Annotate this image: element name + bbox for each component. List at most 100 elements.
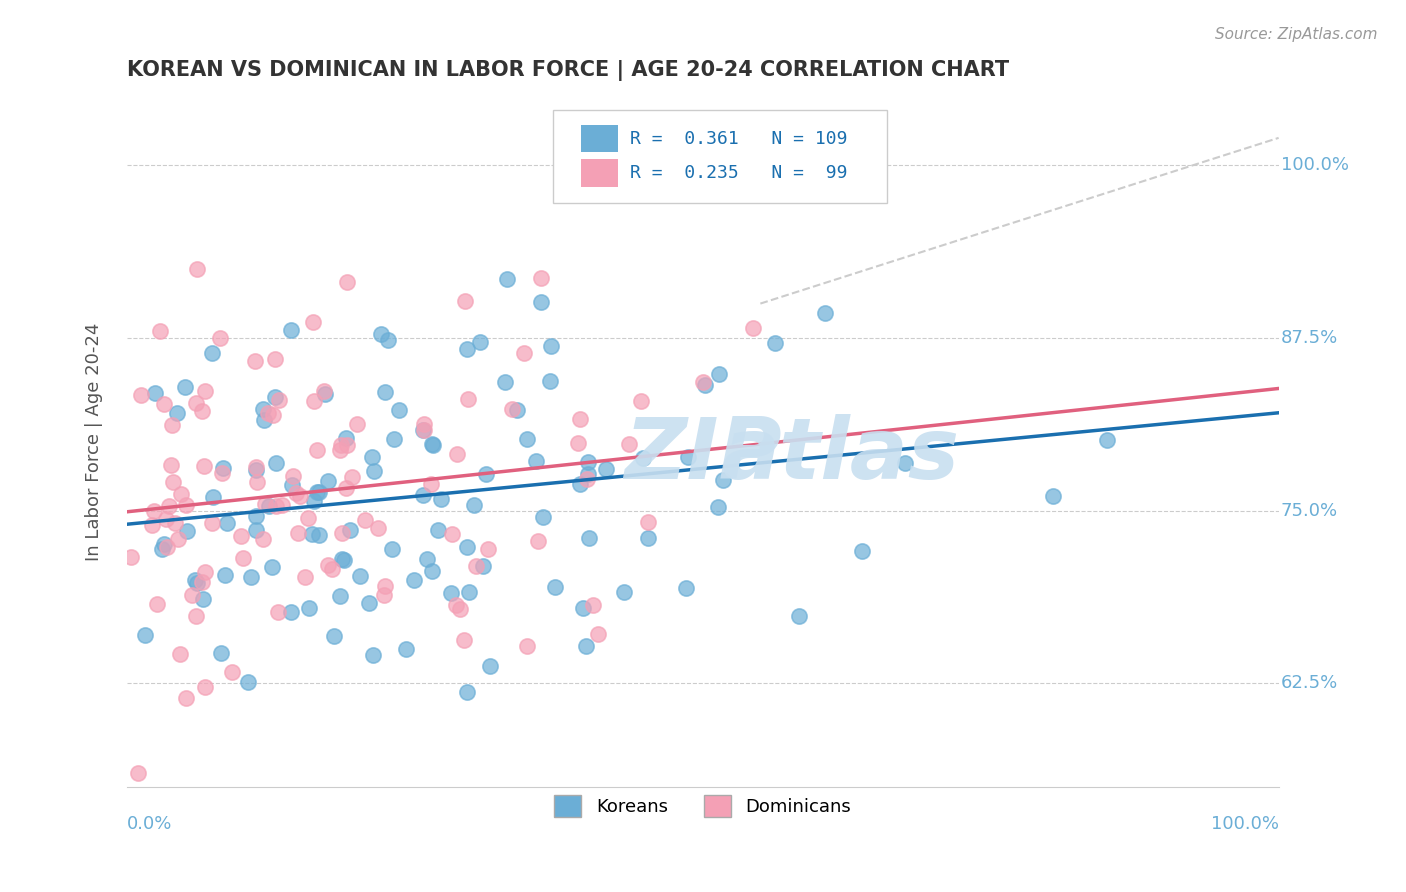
- Dominicans: [329, 443, 352, 458]
- Koreans: [496, 272, 519, 286]
- Koreans: [240, 570, 263, 584]
- Koreans: [191, 592, 214, 607]
- Dominicans: [346, 417, 368, 432]
- Koreans: [301, 527, 323, 541]
- Koreans: [430, 491, 453, 506]
- Koreans: [202, 490, 225, 504]
- Text: KOREAN VS DOMINICAN IN LABOR FORCE | AGE 20-24 CORRELATION CHART: KOREAN VS DOMINICAN IN LABOR FORCE | AGE…: [127, 60, 1010, 80]
- Dominicans: [155, 512, 177, 526]
- Koreans: [422, 438, 444, 452]
- Koreans: [395, 641, 418, 656]
- Koreans: [402, 573, 425, 587]
- Dominicans: [160, 417, 183, 432]
- Dominicans: [527, 533, 550, 548]
- Koreans: [388, 403, 411, 417]
- Koreans: [494, 375, 516, 389]
- Koreans: [370, 327, 392, 342]
- Koreans: [209, 646, 232, 660]
- Koreans: [472, 558, 495, 573]
- Koreans: [305, 484, 328, 499]
- Koreans: [381, 542, 404, 557]
- Koreans: [456, 342, 478, 356]
- Koreans: [475, 467, 498, 481]
- Dominicans: [446, 447, 468, 461]
- Dominicans: [256, 407, 278, 421]
- Koreans: [201, 345, 224, 359]
- Koreans: [363, 464, 385, 478]
- Koreans: [264, 390, 287, 404]
- Koreans: [318, 474, 340, 488]
- Dominicans: [297, 511, 319, 525]
- Koreans: [631, 450, 654, 465]
- Koreans: [245, 463, 267, 477]
- Text: R =  0.361   N = 109: R = 0.361 N = 109: [630, 129, 848, 147]
- Dominicans: [420, 476, 443, 491]
- Koreans: [426, 523, 449, 537]
- Text: 87.5%: 87.5%: [1281, 329, 1339, 347]
- Dominicans: [156, 541, 179, 555]
- Koreans: [186, 575, 208, 590]
- Dominicans: [283, 469, 305, 483]
- Koreans: [339, 523, 361, 537]
- Dominicans: [143, 504, 166, 518]
- Text: 75.0%: 75.0%: [1281, 501, 1339, 520]
- Koreans: [530, 294, 553, 309]
- Dominicans: [180, 588, 202, 602]
- Koreans: [280, 323, 302, 337]
- Dominicans: [330, 525, 353, 540]
- Koreans: [152, 536, 174, 550]
- Dominicans: [576, 472, 599, 486]
- Dominicans: [252, 532, 274, 546]
- Koreans: [575, 640, 598, 654]
- Dominicans: [501, 401, 523, 416]
- Koreans: [851, 544, 873, 558]
- Dominicans: [245, 353, 267, 368]
- Dominicans: [290, 489, 312, 503]
- Dominicans: [231, 529, 253, 543]
- Dominicans: [184, 396, 207, 410]
- Dominicans: [191, 404, 214, 418]
- FancyBboxPatch shape: [581, 160, 617, 187]
- Koreans: [257, 499, 280, 513]
- Koreans: [335, 431, 357, 445]
- Dominicans: [294, 570, 316, 584]
- Koreans: [711, 473, 734, 487]
- Dominicans: [221, 665, 243, 679]
- Koreans: [595, 462, 617, 476]
- Text: ZIP: ZIP: [624, 414, 782, 497]
- Koreans: [479, 659, 502, 673]
- Text: 100.0%: 100.0%: [1281, 156, 1348, 175]
- Dominicans: [335, 481, 357, 495]
- Koreans: [264, 456, 287, 470]
- Koreans: [302, 493, 325, 508]
- Koreans: [568, 476, 591, 491]
- Dominicans: [165, 516, 187, 530]
- Dominicans: [354, 513, 377, 527]
- Koreans: [245, 523, 267, 537]
- FancyBboxPatch shape: [553, 111, 887, 203]
- Dominicans: [516, 640, 538, 654]
- Dominicans: [194, 565, 217, 579]
- Text: 0.0%: 0.0%: [127, 814, 173, 832]
- Koreans: [576, 455, 599, 469]
- Dominicans: [170, 487, 193, 501]
- Dominicans: [413, 417, 436, 432]
- Dominicans: [513, 346, 536, 360]
- Koreans: [576, 467, 599, 481]
- Koreans: [377, 333, 399, 347]
- Dominicans: [211, 467, 233, 481]
- Koreans: [253, 412, 276, 426]
- Dominicans: [336, 275, 359, 289]
- Koreans: [245, 508, 267, 523]
- Dominicans: [174, 498, 197, 512]
- Dominicans: [464, 558, 486, 573]
- Dominicans: [630, 394, 652, 409]
- Dominicans: [141, 517, 163, 532]
- Dominicans: [367, 521, 389, 535]
- Koreans: [1097, 433, 1119, 447]
- Dominicans: [336, 438, 359, 452]
- Koreans: [322, 629, 344, 643]
- Dominicans: [169, 647, 191, 661]
- Koreans: [463, 498, 485, 512]
- Koreans: [613, 585, 636, 599]
